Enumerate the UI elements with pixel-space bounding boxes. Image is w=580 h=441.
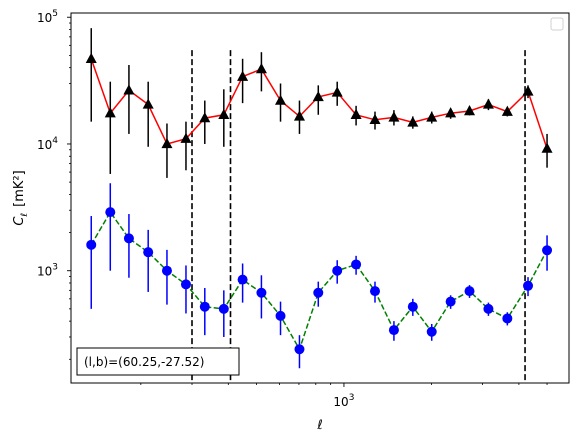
- data-point-circle: [256, 287, 267, 298]
- data-point-triangle: [445, 107, 457, 118]
- data-point-circle: [523, 280, 534, 291]
- x-tick-exp: 3: [349, 393, 355, 403]
- annotation-text: (l,b)=(60.25,-27.52): [84, 355, 204, 369]
- data-point-triangle: [85, 52, 97, 63]
- series-1: [85, 28, 553, 178]
- data-point-triangle: [331, 86, 343, 97]
- data-point-triangle: [142, 98, 154, 109]
- x-axis-label: ℓ: [316, 418, 322, 433]
- data-point-circle: [483, 303, 494, 314]
- y-tick-base: 10: [37, 265, 52, 279]
- data-point-triangle: [388, 111, 400, 122]
- data-point-circle: [105, 207, 116, 218]
- y-tick-exp: 5: [52, 9, 58, 19]
- data-point-triangle: [199, 112, 211, 123]
- data-point-circle: [180, 279, 191, 290]
- data-point-triangle: [482, 98, 494, 109]
- data-point-circle: [218, 303, 229, 314]
- data-point-triangle: [350, 108, 362, 119]
- data-point-triangle: [104, 107, 116, 118]
- data-point-circle: [143, 247, 154, 258]
- data-point-triangle: [312, 90, 324, 102]
- data-point-circle: [275, 310, 286, 321]
- data-point-circle: [388, 325, 399, 336]
- y-tick-base: 10: [37, 138, 52, 152]
- y-tick-label: 103: [37, 263, 58, 279]
- data-point-triangle: [464, 105, 476, 116]
- data-point-triangle: [255, 63, 267, 74]
- y-label-main: C: [12, 216, 27, 226]
- data-point-triangle: [522, 85, 534, 96]
- legend-box: [550, 17, 564, 31]
- data-point-circle: [407, 301, 418, 312]
- data-point-circle: [86, 239, 97, 250]
- data-point-circle: [199, 301, 210, 312]
- data-point-triangle: [407, 116, 419, 127]
- x-tick-label: 103: [333, 393, 354, 409]
- y-axis-label: Cℓ [mK²]: [12, 170, 30, 225]
- data-point-circle: [313, 287, 324, 298]
- data-point-triangle: [237, 70, 249, 81]
- annotation-group: (l,b)=(60.25,-27.52): [76, 347, 240, 376]
- data-point-triangle: [218, 108, 230, 119]
- data-point-circle: [351, 259, 362, 270]
- data-point-circle: [542, 245, 553, 256]
- y-tick-exp: 4: [52, 136, 58, 146]
- data-point-circle: [464, 286, 475, 297]
- data-point-circle: [332, 265, 343, 276]
- data-point-circle: [237, 274, 248, 285]
- axis-labels-group: ℓCℓ[mK²]: [12, 170, 323, 433]
- data-point-circle: [445, 296, 456, 307]
- data-point-triangle: [369, 113, 381, 125]
- y-tick-label: 105: [37, 9, 58, 25]
- data-point-circle: [369, 286, 380, 297]
- data-point-triangle: [275, 94, 287, 105]
- data-point-triangle: [501, 105, 513, 116]
- data-point-triangle: [426, 111, 438, 122]
- annotation-box: [76, 347, 240, 376]
- data-point-triangle: [293, 110, 305, 121]
- y-tick-base: 10: [37, 11, 52, 25]
- data-point-circle: [294, 344, 305, 355]
- vertical-lines-group: [191, 50, 526, 383]
- y-label-unit: [mK²]: [12, 170, 27, 207]
- data-point-triangle: [123, 84, 135, 95]
- plot-frame: [70, 12, 570, 384]
- data-point-circle: [123, 233, 134, 244]
- y-label-sub: ℓ: [20, 213, 30, 218]
- data-point-circle: [161, 265, 172, 276]
- data-point-triangle: [180, 132, 192, 143]
- y-tick-exp: 3: [52, 263, 58, 273]
- data-point-triangle: [161, 137, 173, 149]
- series-group: [85, 28, 553, 369]
- data-point-circle: [426, 326, 437, 337]
- x-tick-base: 10: [333, 395, 348, 409]
- y-tick-label: 104: [37, 136, 58, 152]
- legend-group: [550, 17, 564, 31]
- series-2: [86, 183, 553, 369]
- data-point-circle: [502, 313, 513, 324]
- data-point-triangle: [541, 142, 553, 153]
